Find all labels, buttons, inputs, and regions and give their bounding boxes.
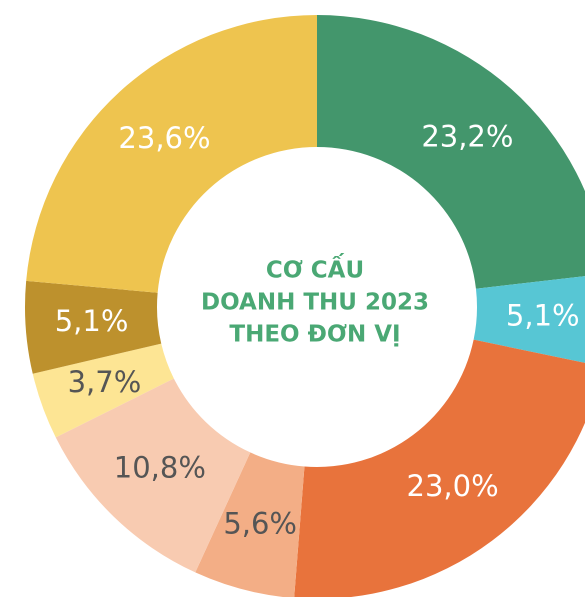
donut-slice	[195, 452, 305, 597]
slice-label: 23,6%	[118, 121, 210, 155]
donut-slice	[32, 343, 174, 438]
donut-slice	[55, 378, 251, 573]
chart-title: CƠ CẤU	[266, 253, 364, 284]
slice-label: 3,7%	[68, 365, 142, 399]
chart-title: DOANH THU 2023	[201, 290, 429, 316]
slice-label: 5,6%	[223, 507, 297, 541]
slice-label: 23,0%	[407, 469, 499, 503]
donut-slice	[26, 15, 318, 293]
slice-label: 5,1%	[55, 304, 129, 338]
chart-title: THEO ĐƠN VỊ	[229, 322, 400, 348]
donut-slice	[317, 15, 585, 289]
slice-label: 10,8%	[114, 450, 206, 484]
slice-label: 23,2%	[421, 119, 513, 153]
donut-slice	[294, 339, 585, 597]
slice-label: 5,1%	[506, 298, 580, 332]
donut-slice	[24, 280, 162, 374]
donut-slice	[473, 276, 585, 363]
